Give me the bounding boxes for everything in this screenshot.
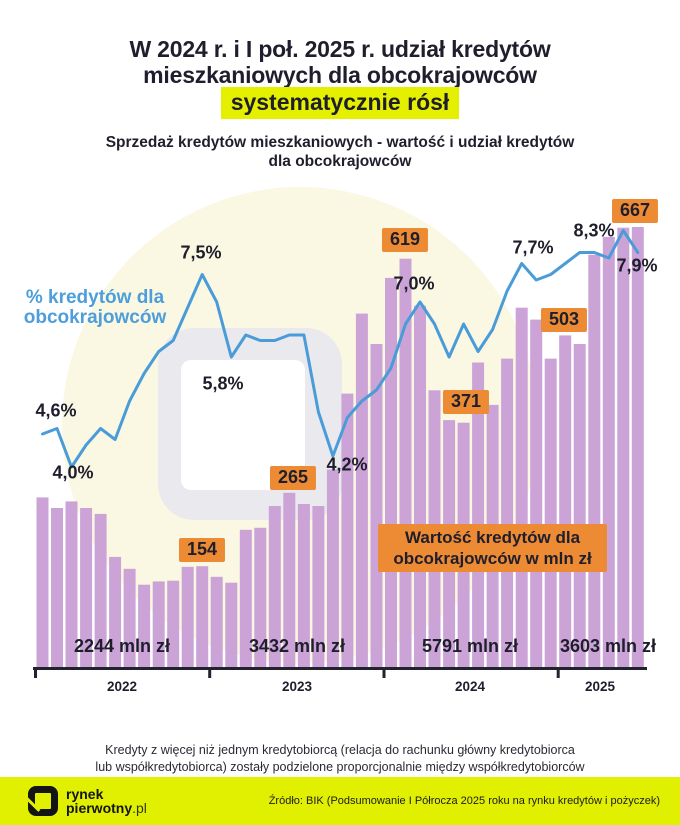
x-axis-year-label: 2025 xyxy=(584,679,616,694)
bar xyxy=(602,236,615,668)
bar xyxy=(152,581,165,668)
bar xyxy=(631,227,644,668)
bar xyxy=(341,393,354,668)
line-point-label: 8,3% xyxy=(573,220,615,241)
bar xyxy=(385,277,397,668)
line-point-label: 7,7% xyxy=(512,237,554,258)
line-series-legend: % kredytów dla obcokrajowców xyxy=(0,288,190,328)
bar xyxy=(80,508,93,668)
x-axis-year-label: 2022 xyxy=(106,679,138,694)
bar xyxy=(254,527,267,668)
x-axis-year-label: 2024 xyxy=(454,679,486,694)
bar xyxy=(515,307,528,668)
bar xyxy=(36,497,49,668)
bar xyxy=(355,313,368,668)
brand-name: rynek pierwotny.pl xyxy=(66,786,147,816)
bar-series-legend: Wartość kredytów dla obcokrajowców w mln… xyxy=(378,524,607,572)
bar xyxy=(196,566,209,668)
bar xyxy=(617,227,630,668)
chart-subtitle-line2: dla obcokrajowców xyxy=(268,153,412,170)
line-point-label: 4,6% xyxy=(35,400,77,421)
line-point-label: 7,5% xyxy=(180,242,222,263)
bar xyxy=(268,506,281,668)
bar-value-badge: 619 xyxy=(381,228,429,252)
bar xyxy=(312,506,325,668)
bar xyxy=(414,305,426,668)
bar-series-legend-line2: obcokrajowców w mln zł xyxy=(393,549,592,568)
bar xyxy=(123,568,136,668)
bar xyxy=(65,501,78,668)
bar xyxy=(472,362,485,668)
bar xyxy=(501,358,514,668)
brand-logo-icon xyxy=(25,786,58,816)
line-series-legend-line2: obcokrajowców xyxy=(23,307,167,328)
footnote-line1: Kredyty z więcej niż jednym kredytobiorc… xyxy=(105,743,575,757)
line-series-legend-line1: % kredytów dla xyxy=(25,287,165,308)
bar-value-badge: 154 xyxy=(178,538,226,562)
line-point-label: 5,8% xyxy=(202,373,244,394)
bar xyxy=(588,254,601,669)
bar xyxy=(544,358,557,668)
year-total-label: 3432 mln zł xyxy=(248,636,346,656)
bar xyxy=(239,529,252,668)
bar-value-badge: 503 xyxy=(540,308,588,332)
bar xyxy=(109,556,122,668)
bar xyxy=(283,492,296,668)
footnote-line2: lub współkredytobiorca) zostały podzielo… xyxy=(95,760,585,774)
bar xyxy=(297,504,310,668)
line-point-label: 7,0% xyxy=(393,273,435,294)
trend-line xyxy=(41,229,640,469)
line-point-label: 7,9% xyxy=(616,255,658,276)
line-point-label: 4,2% xyxy=(326,454,368,475)
bar xyxy=(181,566,194,668)
bar xyxy=(530,319,543,668)
bar-value-badge: 371 xyxy=(442,390,490,414)
highlighted-phrase: systematycznie rósł xyxy=(220,87,460,119)
bar-value-badge: 265 xyxy=(269,466,317,490)
x-axis-year-label: 2023 xyxy=(281,679,313,694)
year-total-label: 3603 mln zł xyxy=(559,636,657,656)
page-title-line1: W 2024 r. i I poł. 2025 r. udział kredyt… xyxy=(129,36,551,62)
bar-series-legend-line1: Wartość kredytów dla xyxy=(404,528,581,547)
bar xyxy=(94,513,107,668)
bar xyxy=(573,344,586,668)
brand-logo: rynek pierwotny.pl xyxy=(25,786,147,816)
bar xyxy=(167,580,180,668)
bar xyxy=(326,469,339,668)
page-title-highlight-row: systematycznie rósł xyxy=(0,87,680,119)
bar xyxy=(559,335,572,668)
bar-value-badge: 667 xyxy=(611,199,659,223)
year-total-label: 5791 mln zł xyxy=(421,636,519,656)
line-point-label: 4,0% xyxy=(52,462,94,483)
footer-band xyxy=(0,777,680,825)
bar xyxy=(370,344,383,668)
source-note: Źródło: BIK (Podsumowanie I Półrocza 202… xyxy=(268,795,660,807)
bar xyxy=(138,584,151,668)
chart-subtitle-line1: Sprzedaż kredytów mieszkaniowych - warto… xyxy=(105,134,575,151)
brand-suffix: .pl xyxy=(132,800,147,816)
bar xyxy=(225,582,238,668)
page-title-line2: mieszkaniowych dla obcokrajowców xyxy=(143,62,537,88)
year-total-label: 2244 mln zł xyxy=(73,636,171,656)
bar xyxy=(51,508,63,668)
bar xyxy=(210,576,223,668)
